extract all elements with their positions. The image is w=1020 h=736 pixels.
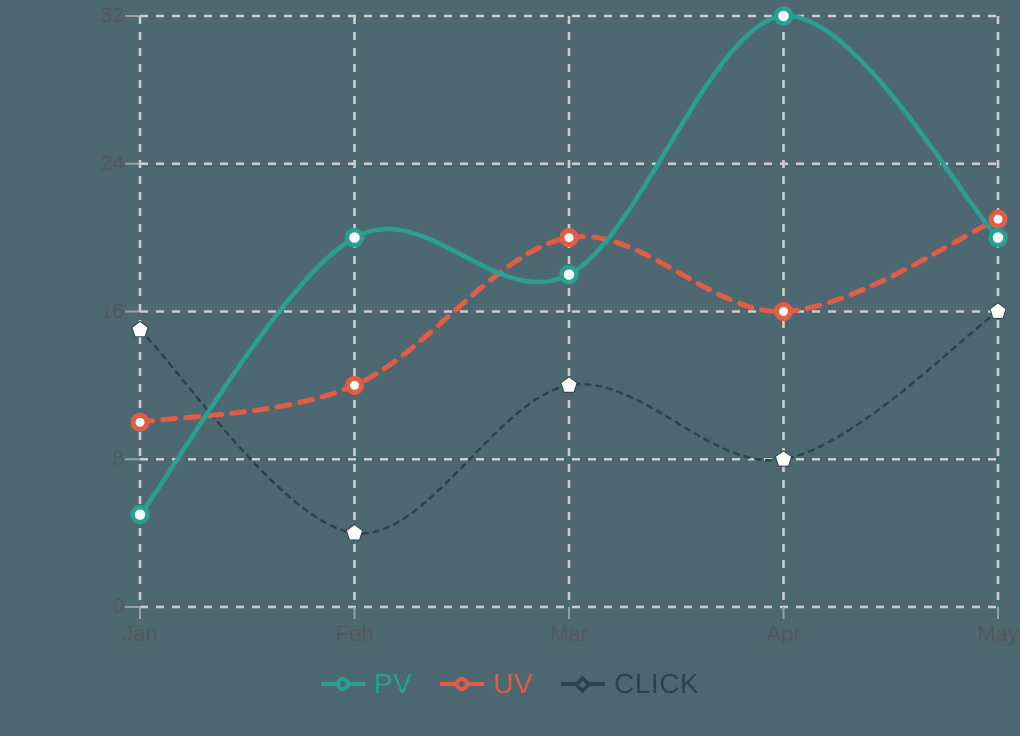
y-axis-label-24: 24	[100, 151, 124, 175]
x-axis-label-feb: Feb	[335, 621, 374, 646]
click-point[interactable]	[989, 302, 1007, 319]
pv-point[interactable]	[559, 264, 579, 285]
pv-point[interactable]	[773, 6, 794, 26]
legend-label-click: CLICK	[614, 668, 700, 699]
legend-label-pv: PV	[373, 668, 413, 699]
uv-point[interactable]	[988, 209, 1008, 229]
x-axis-label-mar: Mar	[550, 621, 588, 646]
click-point[interactable]	[131, 320, 149, 338]
uv-point[interactable]	[774, 302, 793, 321]
legend-item-uv[interactable]: UV	[440, 668, 533, 700]
uv-point[interactable]	[559, 228, 579, 248]
click-line-marker-icon	[561, 673, 606, 695]
y-axis-label-16: 16	[100, 299, 124, 323]
click-point[interactable]	[345, 523, 364, 541]
pv-line-marker-icon	[320, 673, 365, 695]
x-axis-label-may: May	[977, 621, 1019, 646]
y-axis-label-32: 32	[100, 4, 124, 27]
x-axis-label-jan: Jan	[122, 621, 158, 646]
click-point[interactable]	[560, 376, 578, 393]
legend: PV UV CLICK	[0, 668, 1020, 700]
pv-point[interactable]	[344, 227, 365, 248]
pv-point[interactable]	[130, 504, 150, 525]
uv-point[interactable]	[345, 375, 364, 395]
x-axis-label-apr: Apr	[766, 621, 801, 646]
uv-line-marker-icon	[440, 673, 485, 695]
click-point[interactable]	[774, 450, 793, 467]
legend-item-click[interactable]: CLICK	[561, 668, 699, 700]
legend-label-uv: UV	[493, 668, 534, 699]
y-axis-label-0: 0	[112, 595, 124, 618]
pv-point[interactable]	[988, 227, 1008, 248]
legend-item-pv[interactable]: PV	[320, 668, 413, 700]
y-axis-label-8: 8	[112, 447, 124, 471]
uv-point[interactable]	[130, 412, 150, 432]
